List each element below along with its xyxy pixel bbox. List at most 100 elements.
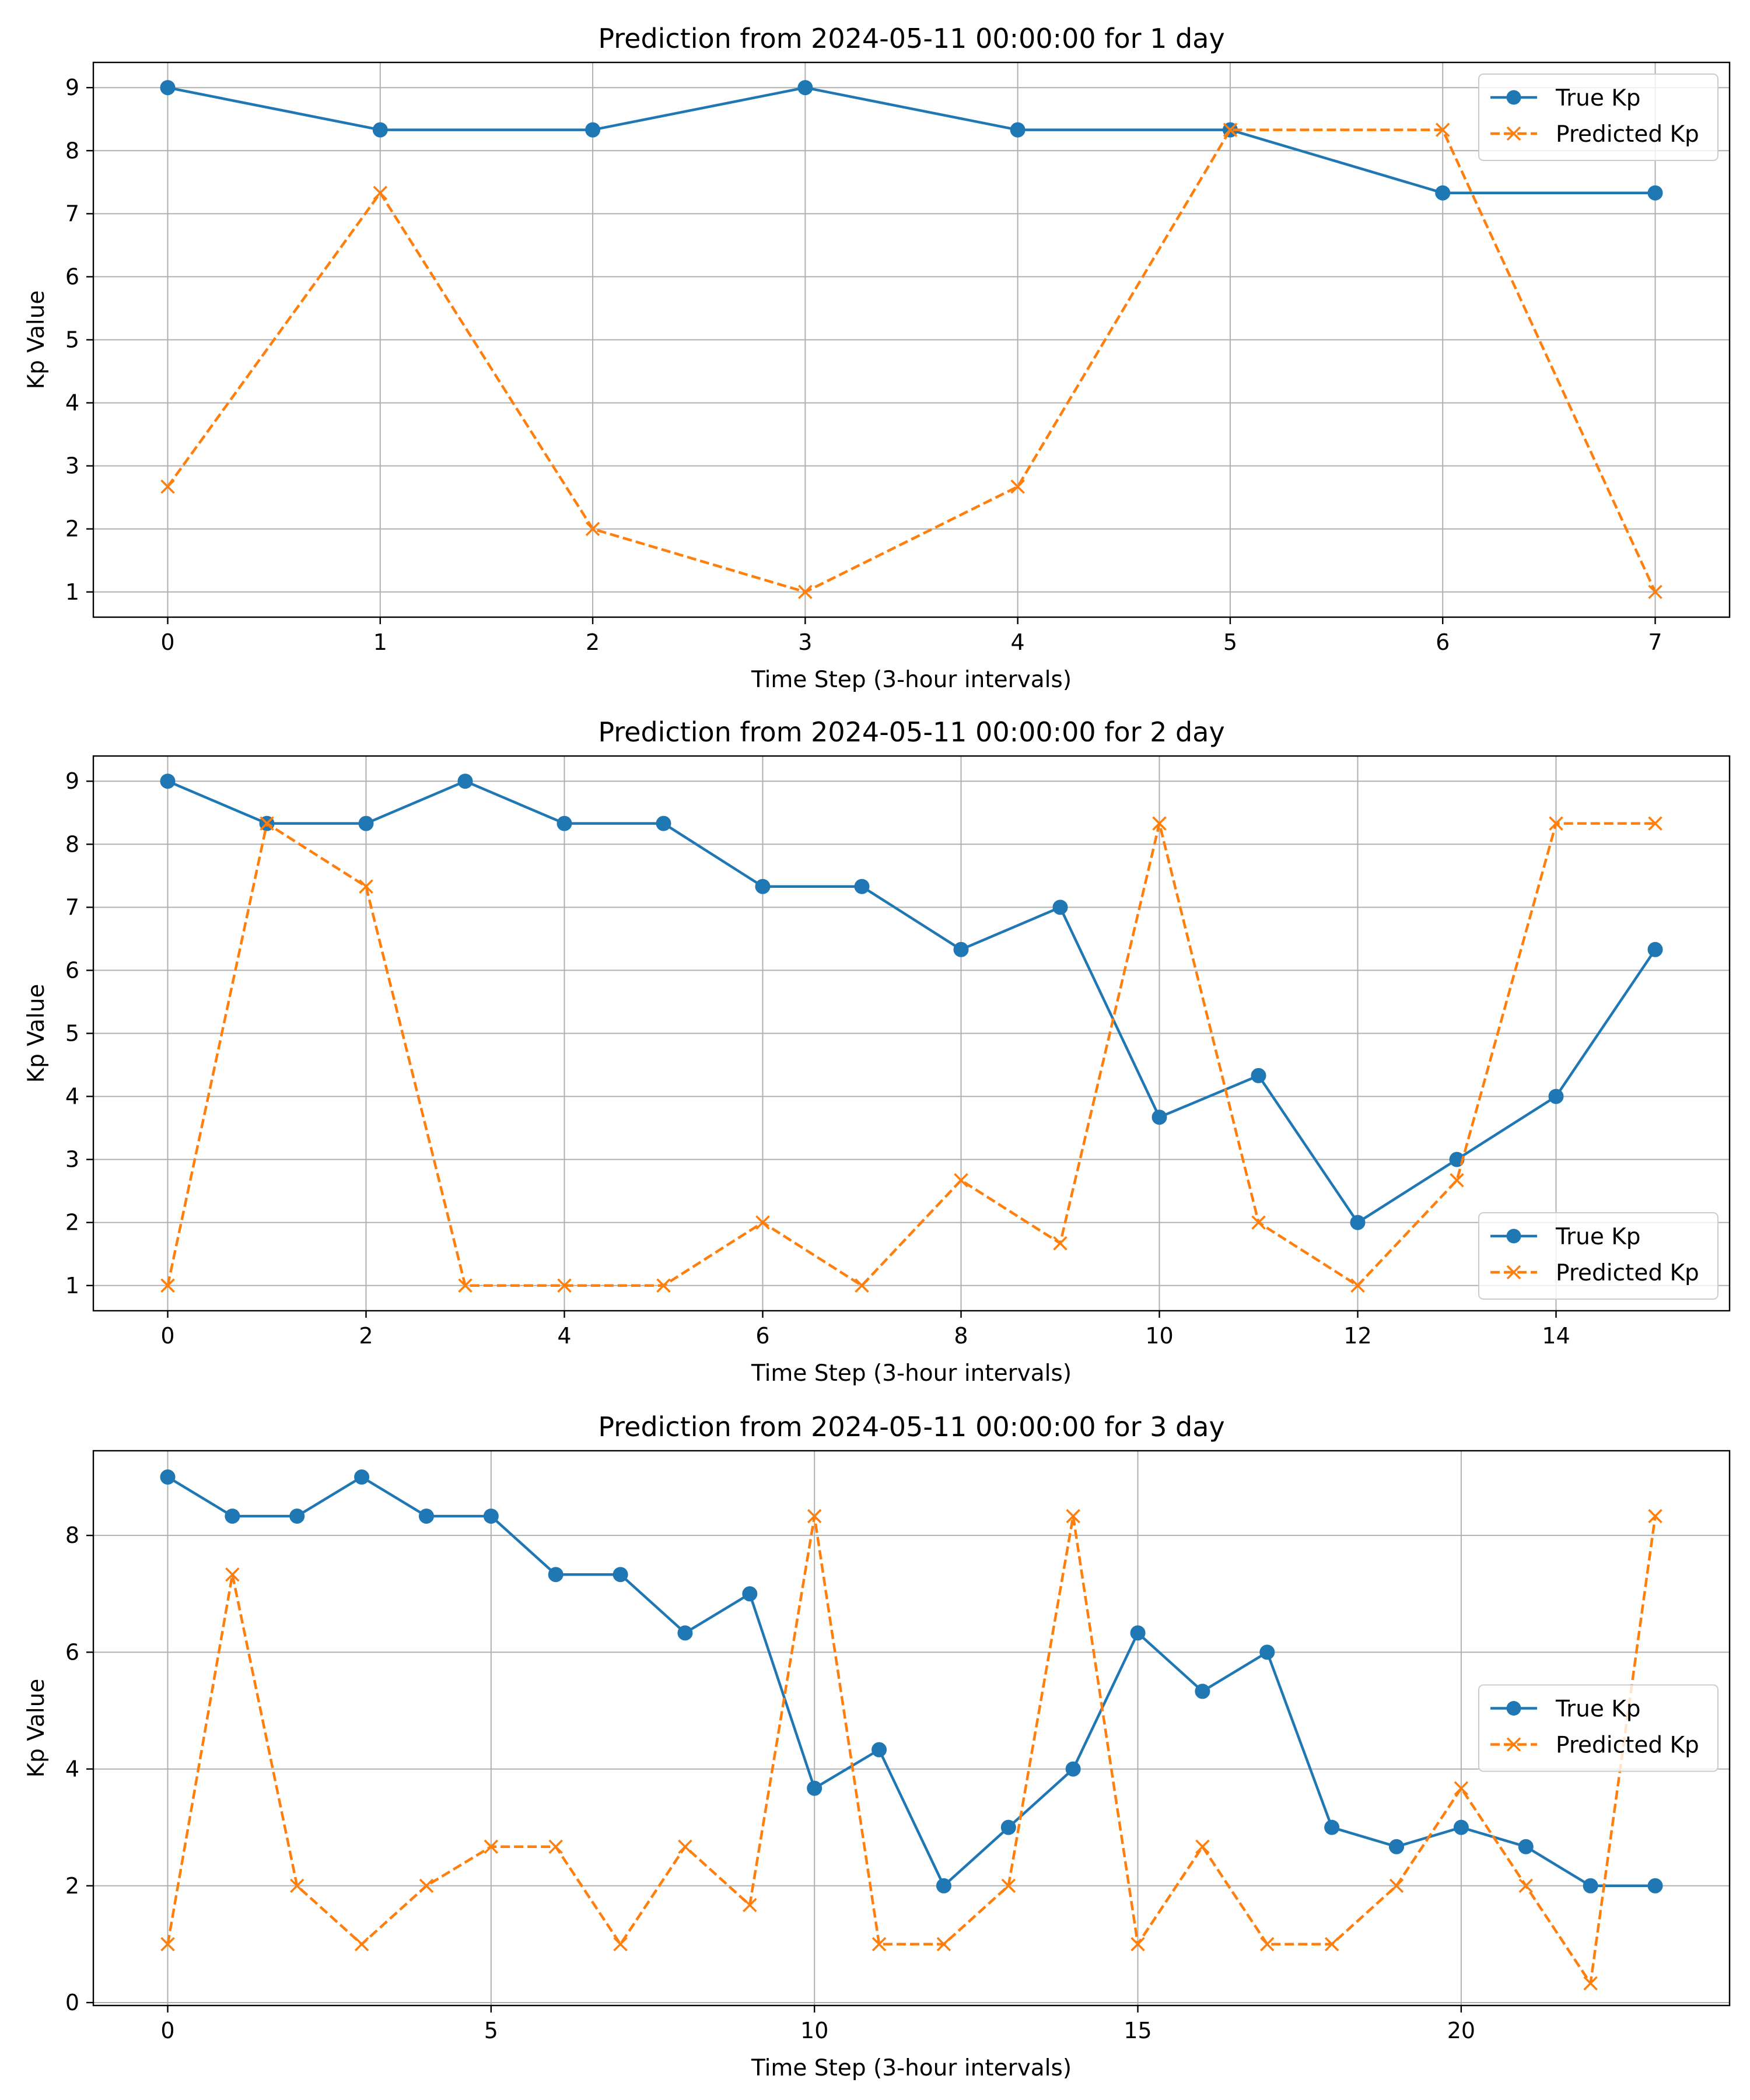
predicted-kp-point: [1260, 1937, 1275, 1952]
series-line-true-kp: [167, 86, 1656, 194]
predicted-kp-point: [1648, 1508, 1662, 1524]
predicted-kp-point: [954, 1173, 968, 1188]
series-line-predicted-kp: [166, 128, 1657, 594]
x-tick-label: 4: [1011, 629, 1025, 655]
x-tick-label: 5: [484, 2018, 498, 2043]
predicted-kp-point: [160, 480, 175, 494]
true-kp-point: [585, 122, 601, 138]
predicted-kp-point: [1648, 584, 1662, 600]
predicted-kp-point: [1195, 1839, 1210, 1854]
true-kp-point: [1647, 942, 1663, 957]
x-tick-label: 10: [1145, 1323, 1173, 1349]
true-kp-point: [556, 816, 572, 831]
x-tick-label: 2: [359, 1323, 373, 1349]
predicted-kp-point: [855, 1278, 869, 1293]
y-tick-label: 6: [65, 957, 79, 983]
predicted-kp-point: [1010, 480, 1025, 494]
predicted-kp-point: [798, 584, 813, 600]
x-tick-label: 2: [586, 629, 600, 655]
true-kp-point: [1259, 1644, 1275, 1660]
true-kp-point: [953, 942, 969, 957]
predicted-kp-point: [1223, 123, 1238, 137]
y-tick-label: 9: [65, 768, 79, 794]
y-tick-label: 8: [65, 831, 79, 857]
predicted-kp-point: [807, 1508, 822, 1524]
chart-title: Prediction from 2024-05-11 00:00:00 for …: [598, 23, 1224, 54]
true-kp-point: [1435, 185, 1451, 201]
predicted-kp-point: [1450, 1173, 1464, 1188]
true-kp-point: [1000, 1819, 1016, 1835]
predicted-kp-point: [160, 1937, 175, 1952]
y-tick-label: 3: [65, 1147, 79, 1172]
true-kp-point: [1324, 1819, 1340, 1835]
legend-label: True Kp: [1555, 85, 1641, 111]
x-tick-label: 0: [160, 629, 174, 655]
true-kp-point: [1583, 1878, 1598, 1894]
legend-label: Predicted Kp: [1556, 121, 1699, 148]
y-tick-label: 6: [65, 264, 79, 289]
predicted-kp-point: [458, 1278, 473, 1293]
true-kp-point: [289, 1508, 305, 1524]
x-tick-label: 5: [1223, 629, 1237, 655]
predicted-kp-point: [613, 1937, 628, 1952]
predicted-kp-point: [1454, 1781, 1469, 1796]
true-kp-point: [548, 1567, 564, 1583]
legend-label: Predicted Kp: [1556, 1260, 1699, 1286]
y-tick-label: 9: [65, 75, 79, 100]
series-line-true-kp: [167, 779, 1657, 1224]
true-kp-point: [797, 80, 813, 96]
series-line-predicted-kp: [166, 822, 1656, 1287]
chart-panel-1: 0 1 2 3 4 5 6 7 1 2 3 4 5 6 7 8 9 Prediction from 2024-05…: [23, 23, 1731, 693]
true-kp-point: [755, 878, 771, 894]
y-tick-label: 2: [65, 1873, 79, 1899]
legend-label: Predicted Kp: [1556, 1732, 1699, 1759]
legend-marker-circle: [1506, 1701, 1521, 1716]
true-kp-point: [1389, 1839, 1405, 1854]
legend-label: True Kp: [1555, 1696, 1641, 1723]
predicted-kp-point: [1583, 1976, 1598, 1991]
predicted-kp-point: [678, 1839, 692, 1854]
true-kp-point: [872, 1742, 887, 1758]
axes-frame: [92, 1450, 1731, 2007]
predicted-kp-point: [1324, 1937, 1339, 1952]
true-kp-point: [418, 1508, 434, 1524]
predicted-kp-point: [1251, 1215, 1266, 1230]
y-tick-label: 5: [65, 1021, 79, 1046]
legend-marker-x: [1506, 1265, 1521, 1280]
x-tick-label: 20: [1447, 2018, 1475, 2043]
true-kp-point: [854, 878, 870, 894]
x-tick-label: 7: [1648, 629, 1662, 655]
true-kp-point: [483, 1508, 499, 1524]
y-tick-label: 2: [65, 516, 79, 542]
y-tick-label: 7: [65, 201, 79, 226]
legend-marker-x: [1506, 126, 1521, 141]
true-kp-point: [1010, 122, 1026, 138]
predicted-kp-point: [354, 1937, 369, 1952]
y-tick-label: 0: [65, 1990, 79, 2015]
predicted-kp-point: [1001, 1878, 1016, 1894]
true-kp-point: [160, 80, 176, 96]
predicted-kp-point: [656, 1278, 671, 1293]
predicted-kp-point: [1435, 123, 1450, 137]
true-kp-point: [656, 816, 671, 831]
true-kp-point: [372, 122, 388, 138]
predicted-kp-point: [872, 1937, 887, 1952]
predicted-kp-point: [1389, 1878, 1404, 1894]
predicted-kp-point: [1518, 1878, 1533, 1894]
predicted-kp-point: [1549, 816, 1563, 831]
x-tick-label: 0: [160, 2018, 174, 2043]
predicted-kp-point: [557, 1278, 572, 1293]
true-kp-point: [160, 1469, 176, 1485]
series-line-predicted-kp: [166, 1514, 1657, 1985]
y-tick-label: 5: [65, 327, 79, 353]
true-kp-point: [1647, 1878, 1663, 1894]
y-tick-label: 4: [65, 1756, 79, 1782]
y-tick-label: 3: [65, 453, 79, 479]
y-tick-label: 4: [65, 1084, 79, 1110]
predicted-kp-point: [743, 1898, 757, 1913]
y-axis-label: Kp Value: [23, 1679, 50, 1778]
legend-box: [1478, 74, 1718, 161]
x-tick-label: 0: [160, 1323, 174, 1349]
true-kp-point: [1195, 1684, 1210, 1699]
